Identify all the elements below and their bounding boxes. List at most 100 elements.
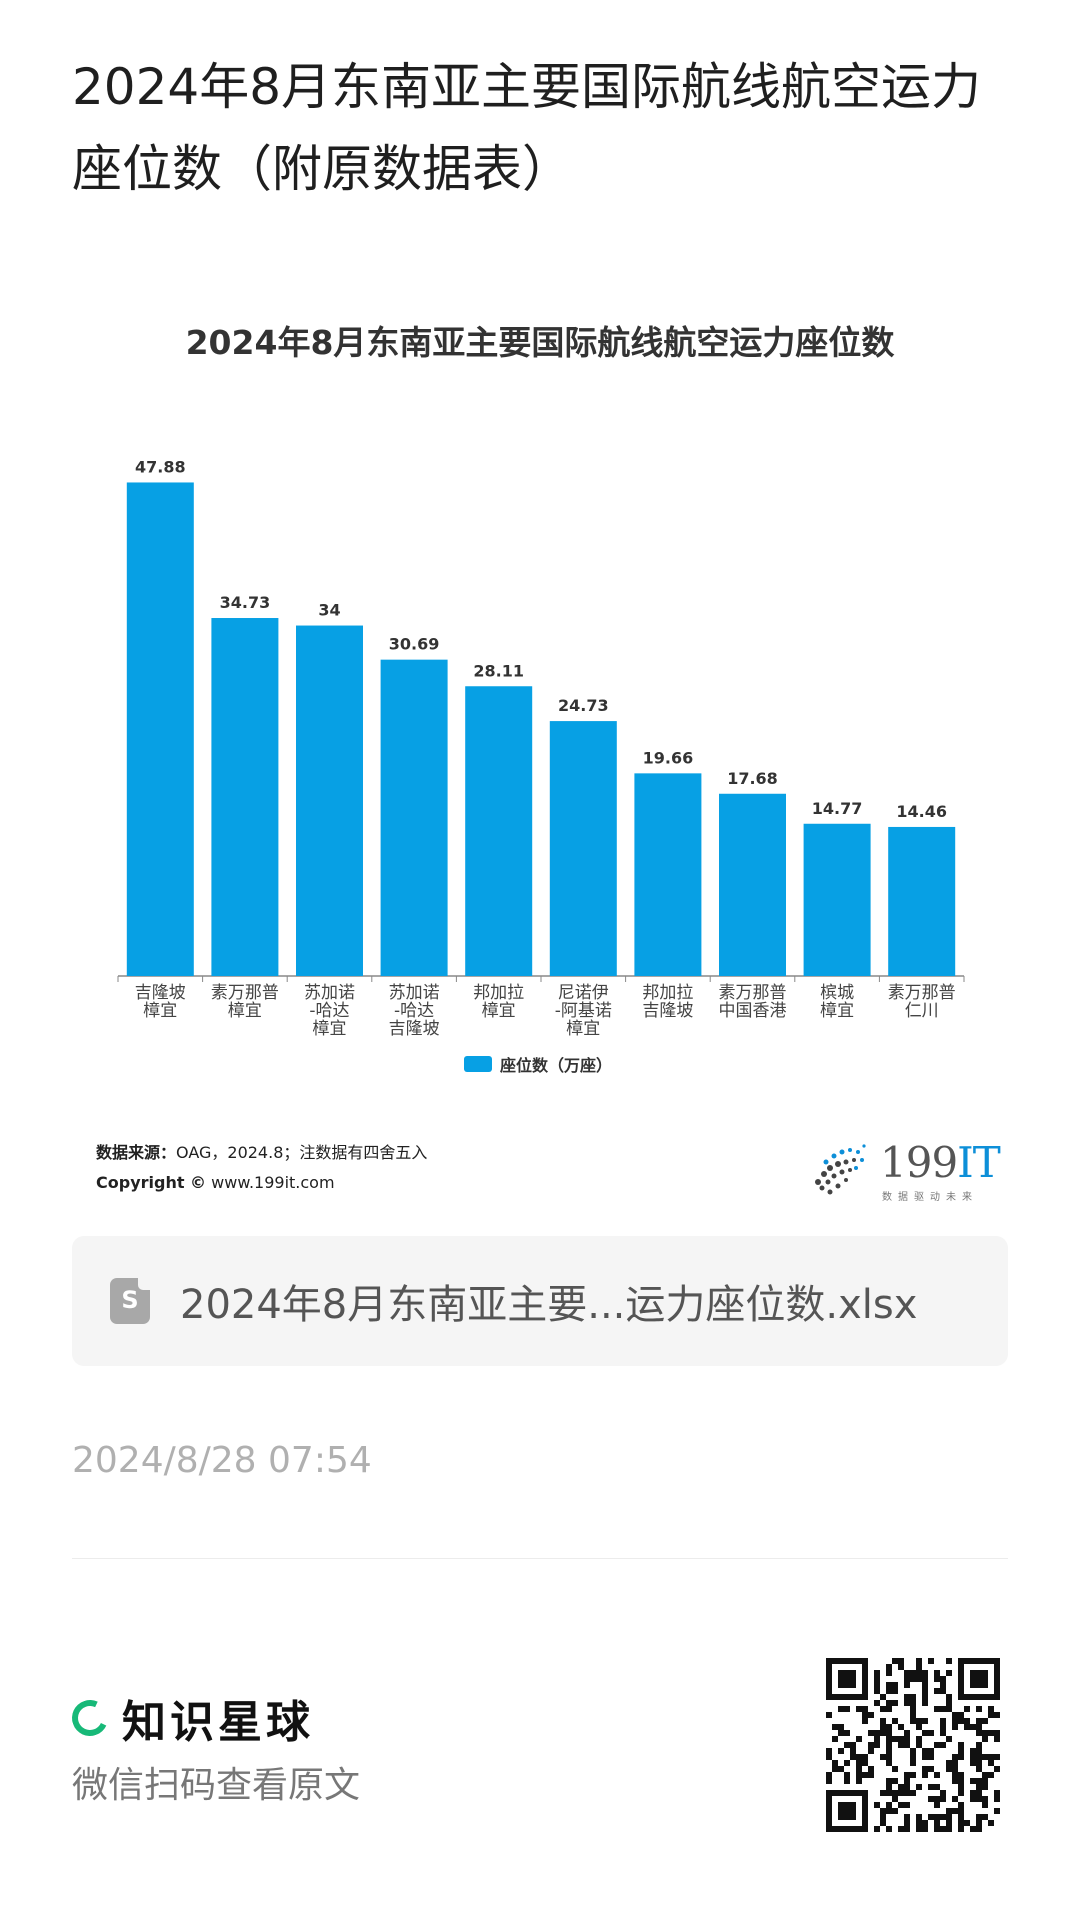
qr-module [976, 1718, 982, 1724]
qr-module [916, 1724, 922, 1730]
qr-module [886, 1742, 892, 1748]
qr-module [982, 1814, 988, 1820]
source-text: OAG，2024.8；注数据有四舍五入 [176, 1143, 428, 1162]
x-tick-label: 邦加拉樟宜 [473, 983, 524, 1021]
qr-module [940, 1730, 946, 1736]
qr-module [970, 1796, 976, 1802]
qr-module [868, 1748, 874, 1754]
qr-module [844, 1706, 850, 1712]
qr-module [946, 1766, 952, 1772]
qr-module [946, 1706, 952, 1712]
qr-module [892, 1688, 898, 1694]
qr-module [916, 1820, 922, 1826]
qr-module [898, 1724, 904, 1730]
qr-module [898, 1784, 904, 1790]
qr-module [832, 1760, 838, 1766]
qr-module [862, 1760, 868, 1766]
bar [549, 721, 617, 976]
qr-module [982, 1754, 988, 1760]
qr-module [844, 1814, 850, 1820]
qr-module [910, 1772, 916, 1778]
qr-module [838, 1682, 844, 1688]
qr-module [916, 1658, 922, 1664]
qr-module [994, 1658, 1000, 1664]
qr-module [976, 1694, 982, 1700]
qr-module [856, 1778, 862, 1784]
qr-module [886, 1730, 892, 1736]
qr-module [964, 1694, 970, 1700]
qr-module [928, 1730, 934, 1736]
qr-module [892, 1700, 898, 1706]
data-label: 30.69 [389, 635, 440, 654]
qr-module [856, 1754, 862, 1760]
qr-module [862, 1658, 868, 1664]
copyright-url: www.199it.com [211, 1173, 335, 1192]
qr-module [826, 1808, 832, 1814]
qr-module [988, 1820, 994, 1826]
qr-module [874, 1730, 880, 1736]
qr-module [850, 1802, 856, 1808]
qr-module [832, 1736, 838, 1742]
qr-module [892, 1718, 898, 1724]
qr-module [958, 1664, 964, 1670]
qr-code-icon[interactable] [826, 1658, 1000, 1832]
qr-module [856, 1790, 862, 1796]
qr-module [958, 1748, 964, 1754]
qr-module [862, 1688, 868, 1694]
data-label: 14.77 [812, 799, 863, 818]
qr-module [946, 1736, 952, 1742]
qr-module [856, 1766, 862, 1772]
qr-module [958, 1784, 964, 1790]
qr-module [874, 1670, 880, 1676]
qr-module [958, 1676, 964, 1682]
data-label: 28.11 [473, 661, 524, 680]
qr-module [850, 1790, 856, 1796]
qr-module [904, 1694, 910, 1700]
qr-module [982, 1784, 988, 1790]
qr-module [928, 1766, 934, 1772]
qr-module [874, 1682, 880, 1688]
qr-module [934, 1706, 940, 1712]
qr-module [880, 1790, 886, 1796]
qr-module [832, 1724, 838, 1730]
qr-module [934, 1742, 940, 1748]
qr-module [886, 1688, 892, 1694]
qr-module [868, 1730, 874, 1736]
qr-module [826, 1778, 832, 1784]
qr-module [862, 1796, 868, 1802]
qr-module [946, 1694, 952, 1700]
bar [465, 686, 533, 976]
zsxq-brand: 知识星球 [66, 1686, 314, 1750]
qr-module [898, 1664, 904, 1670]
spreadsheet-file-icon: S [110, 1278, 150, 1324]
data-label: 34.73 [220, 593, 271, 612]
qr-module [928, 1658, 934, 1664]
qr-module [886, 1700, 892, 1706]
attachment-file-card[interactable]: S 2024年8月东南亚主要...运力座位数.xlsx [72, 1236, 1008, 1366]
qr-module [916, 1736, 922, 1742]
qr-module [898, 1802, 904, 1808]
qr-module [910, 1676, 916, 1682]
qr-module [976, 1682, 982, 1688]
qr-module [922, 1676, 928, 1682]
qr-module [922, 1772, 928, 1778]
qr-module [904, 1814, 910, 1820]
bar [296, 625, 363, 976]
qr-module [952, 1796, 958, 1802]
qr-module [892, 1682, 898, 1688]
qr-module [838, 1724, 844, 1730]
qr-module [988, 1706, 994, 1712]
qr-module [952, 1766, 958, 1772]
qr-module [988, 1754, 994, 1760]
logo-dots-icon [815, 1144, 866, 1195]
qr-module [970, 1676, 976, 1682]
qr-module [856, 1760, 862, 1766]
qr-module [934, 1772, 940, 1778]
qr-module [826, 1670, 832, 1676]
qr-module [958, 1790, 964, 1796]
qr-module [850, 1748, 856, 1754]
qr-module [862, 1670, 868, 1676]
qr-module [832, 1826, 838, 1832]
qr-module [916, 1664, 922, 1670]
qr-module [970, 1658, 976, 1664]
